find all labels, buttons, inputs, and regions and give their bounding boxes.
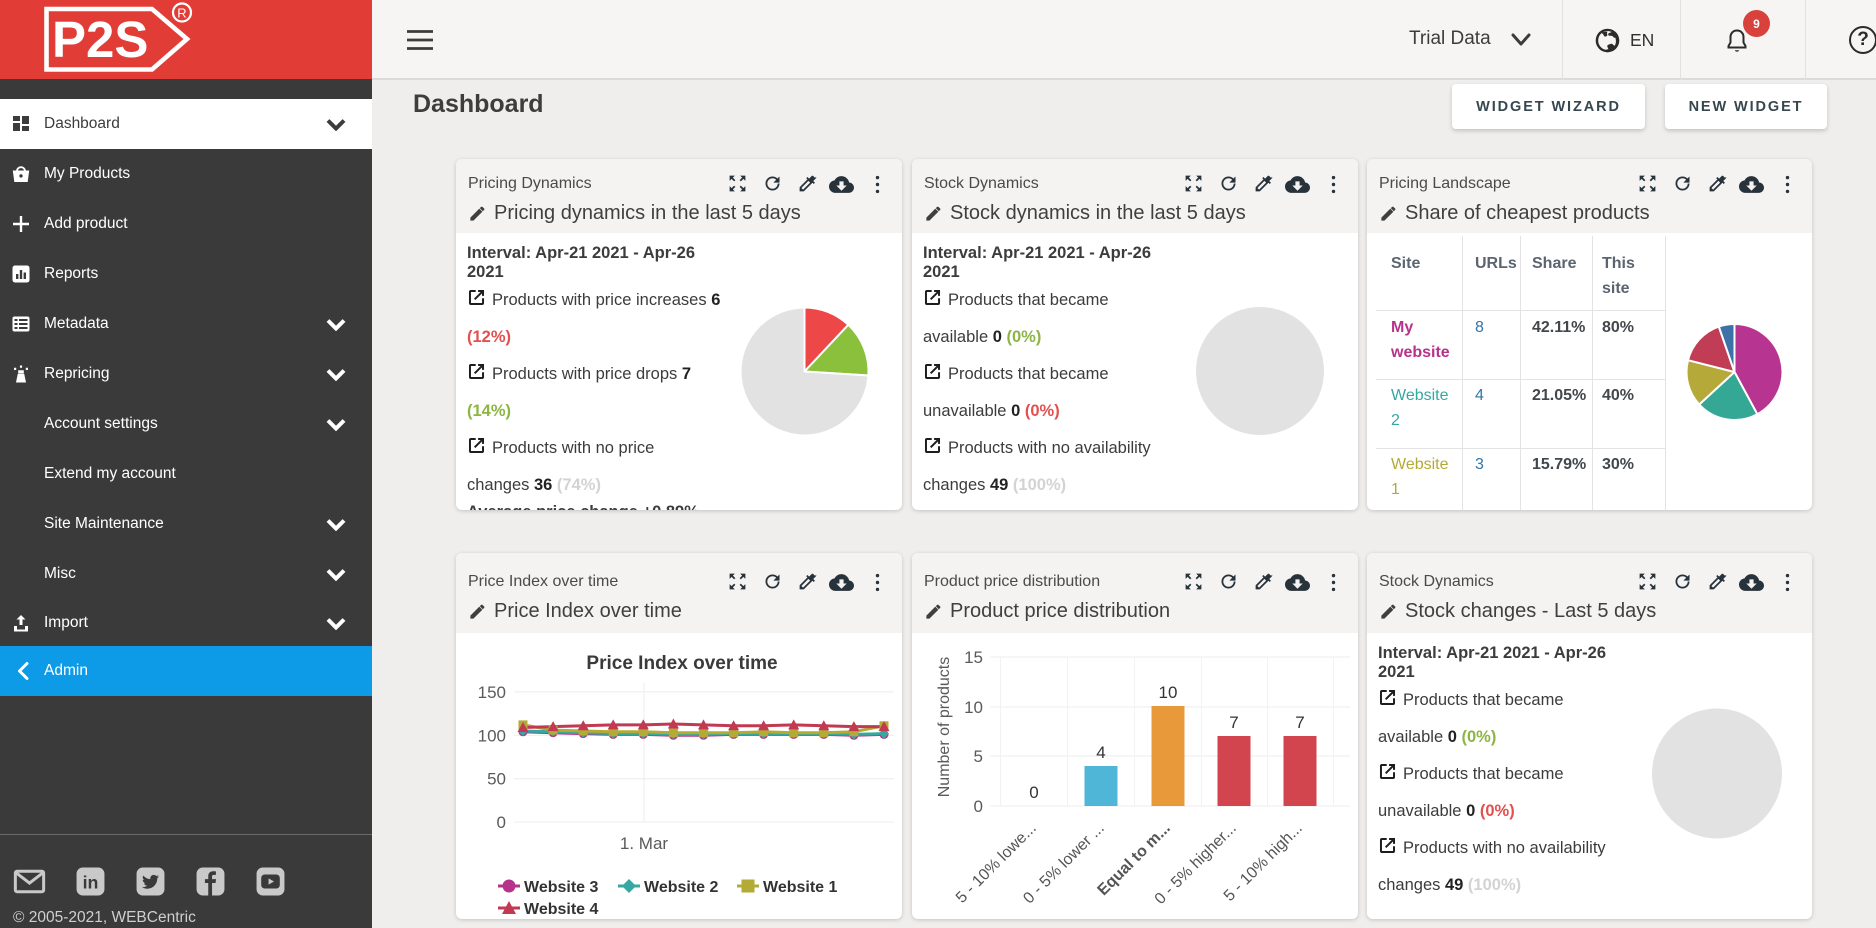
svg-text:Website 2: Website 2 (644, 879, 719, 896)
svg-text:15: 15 (964, 648, 983, 667)
svg-text:1. Mar: 1. Mar (620, 834, 669, 853)
svg-text:5: 5 (974, 747, 983, 766)
svg-text:0: 0 (497, 813, 506, 832)
svg-text:7: 7 (1229, 713, 1238, 732)
svg-text:in: in (83, 872, 99, 892)
svg-text:100: 100 (478, 726, 506, 745)
svg-text:0: 0 (974, 797, 983, 816)
svg-text:Website 1: Website 1 (763, 879, 838, 896)
svg-text:150: 150 (478, 683, 506, 702)
svg-text:Website 4: Website 4 (524, 901, 599, 918)
svg-text:P2S: P2S (52, 11, 148, 68)
svg-text:Website 3: Website 3 (524, 879, 599, 896)
svg-text:4: 4 (1096, 743, 1105, 762)
svg-text:Number of products: Number of products (936, 657, 953, 798)
svg-text:Price Index over time: Price Index over time (586, 653, 777, 674)
svg-text:0: 0 (1029, 783, 1038, 802)
svg-text:R: R (177, 6, 186, 21)
svg-text:7: 7 (1295, 713, 1304, 732)
svg-text:10: 10 (964, 698, 983, 717)
svg-text:50: 50 (487, 770, 506, 789)
svg-text:10: 10 (1159, 683, 1178, 702)
